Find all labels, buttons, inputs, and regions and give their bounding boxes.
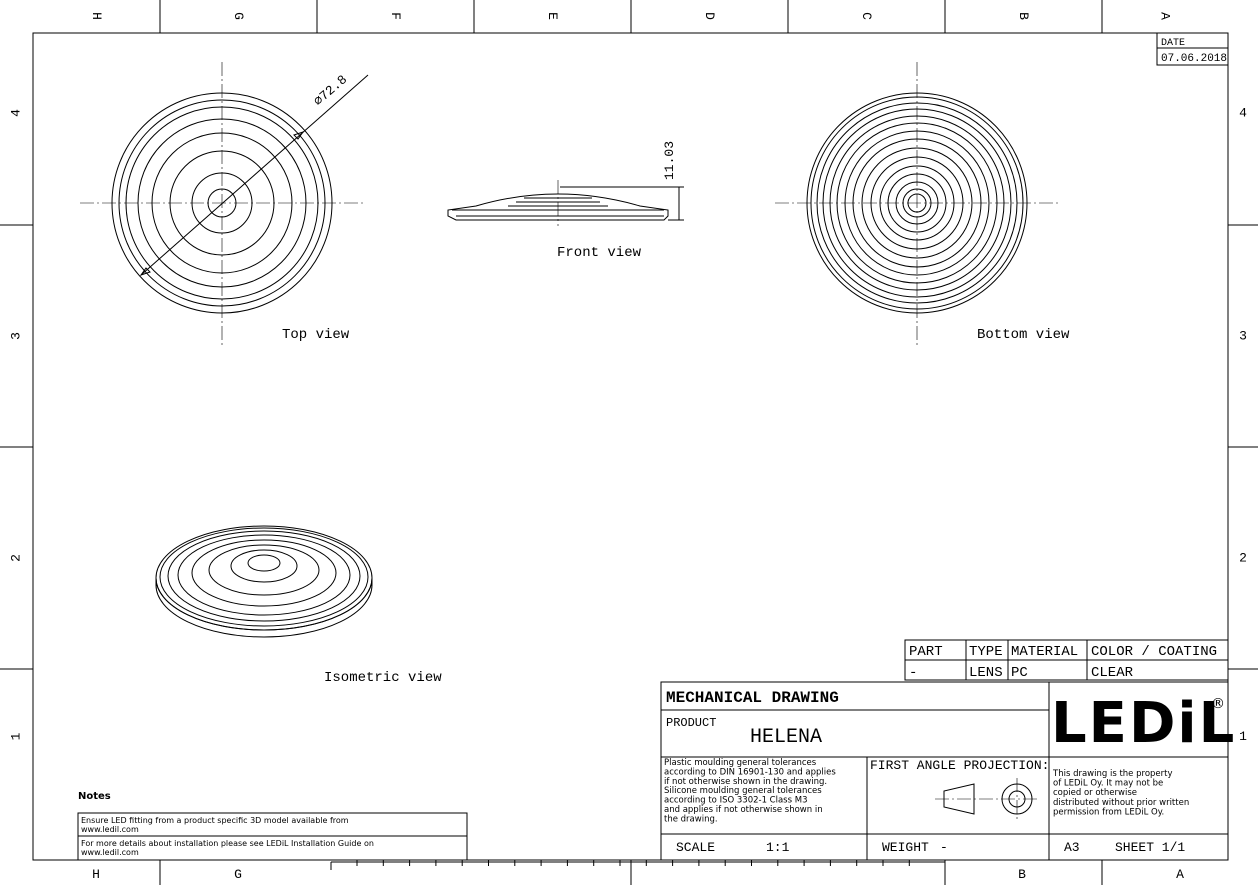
- label: copied or otherwise: [1053, 788, 1137, 798]
- label: MATERIAL: [1011, 644, 1078, 660]
- iso-edge: [156, 578, 372, 637]
- label: A: [1176, 867, 1184, 882]
- label: Ensure LED fitting from a product specif…: [81, 816, 349, 825]
- label: C: [859, 12, 874, 20]
- label: LENS: [969, 665, 1003, 681]
- label: distributed without prior written: [1053, 798, 1189, 808]
- label: 1: [8, 732, 23, 740]
- label: WEIGHT: [882, 840, 929, 855]
- label: SHEET 1/1: [1115, 840, 1185, 855]
- label: 2: [1239, 550, 1247, 565]
- label: 1:1: [766, 840, 790, 855]
- label: B: [1018, 867, 1026, 882]
- label: 4: [1239, 105, 1247, 120]
- label: ⌀72.8: [311, 72, 350, 109]
- label: D: [702, 12, 717, 20]
- label: MECHANICAL DRAWING: [666, 689, 839, 707]
- iso-ring: [209, 545, 319, 595]
- label: DATE: [1161, 38, 1185, 49]
- label: ®: [1211, 696, 1225, 712]
- iso-ring: [156, 526, 372, 630]
- label: 3: [1239, 328, 1247, 343]
- drawing-sheet: H G F E D C B A H G B A 4 4 3 3 2 2 1 1 ⌀72.8 Top view 11.03 Fr…: [0, 0, 1258, 885]
- label: PART: [909, 644, 943, 660]
- label: PRODUCT: [666, 716, 716, 730]
- iso-ring: [160, 528, 368, 626]
- label: CLEAR: [1091, 665, 1134, 681]
- label: H: [89, 12, 104, 20]
- label: 11.03: [662, 141, 677, 180]
- label: -: [909, 665, 917, 681]
- label: 1: [1239, 729, 1247, 744]
- label: Notes: [78, 791, 111, 802]
- label: Front view: [557, 245, 642, 261]
- label: TYPE: [969, 644, 1003, 660]
- label: Top view: [282, 327, 350, 343]
- label: FIRST ANGLE PROJECTION:: [870, 758, 1049, 773]
- label: 3: [8, 332, 23, 340]
- label: SCALE: [676, 840, 715, 855]
- label: the drawing.: [664, 814, 718, 824]
- label: www.ledil.com: [81, 825, 139, 834]
- label: 07.06.2018: [1161, 53, 1227, 65]
- label: HELENA: [750, 726, 822, 749]
- label: www.ledil.com: [81, 848, 139, 857]
- label: COLOR / COATING: [1091, 644, 1217, 660]
- label: A: [1158, 12, 1173, 20]
- label: 4: [8, 109, 23, 117]
- iso-ring: [248, 555, 280, 571]
- label: G: [231, 12, 246, 20]
- label: LEDiL: [1051, 691, 1236, 756]
- label: permission from LEDiL Oy.: [1053, 807, 1164, 817]
- label: A3: [1064, 840, 1080, 855]
- label: Bottom view: [977, 327, 1070, 343]
- label: E: [545, 12, 560, 20]
- label: F: [388, 12, 403, 20]
- label: Isometric view: [324, 670, 442, 686]
- iso-ring: [178, 535, 350, 615]
- label: of LEDiL Oy. It may not be: [1053, 779, 1163, 789]
- label: This drawing is the property: [1052, 769, 1173, 779]
- label: B: [1016, 12, 1031, 20]
- label: G: [234, 867, 242, 882]
- label: H: [92, 867, 100, 882]
- label: -: [940, 840, 948, 855]
- label: For more details about installation plea…: [81, 839, 374, 848]
- label: PC: [1011, 665, 1028, 681]
- label: 2: [8, 554, 23, 562]
